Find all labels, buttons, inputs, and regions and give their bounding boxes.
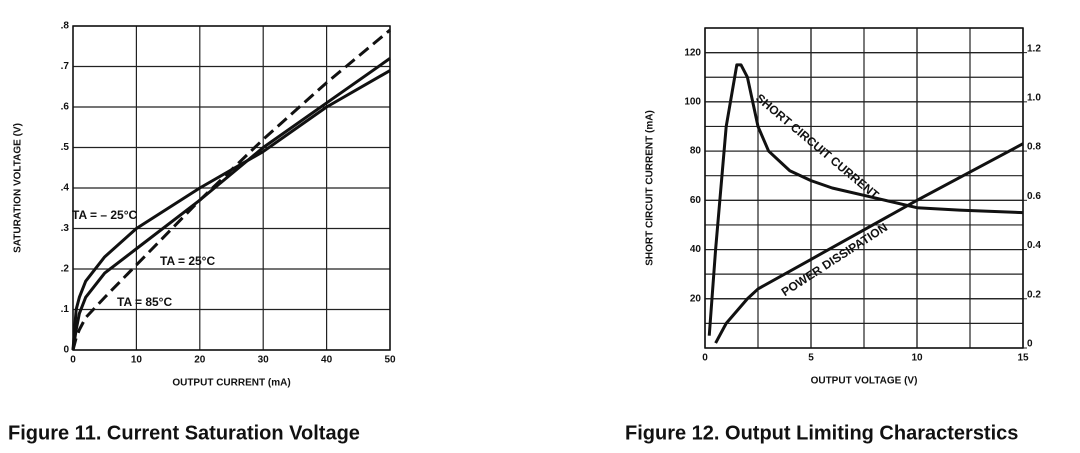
- series-line: [707, 63, 1024, 336]
- x-tick-label: 0: [702, 353, 708, 364]
- y-tick-label: .3: [61, 223, 70, 234]
- y2-tick-label: 0: [1027, 339, 1033, 350]
- y-axis-label: SATURATION VOLTAGE (V): [13, 123, 24, 253]
- y-tick-label: .7: [61, 61, 70, 72]
- y2-tick-label: 0.4: [1027, 240, 1041, 251]
- y-tick-label: 0: [63, 345, 69, 356]
- series-label: SHORT CIRCUIT CURRENT: [753, 91, 882, 202]
- series-label: TA = 85°C: [117, 295, 172, 309]
- x-tick-label: 50: [384, 355, 396, 366]
- x-tick-label: 0: [70, 355, 76, 366]
- x-tick-label: 40: [321, 355, 333, 366]
- y2-tick-label: 0.8: [1027, 142, 1041, 153]
- y2-tick-label: 0.2: [1027, 289, 1041, 300]
- series-line: [71, 28, 391, 351]
- y2-tick-label: 0.6: [1027, 191, 1041, 202]
- plot-frame: [72, 25, 391, 351]
- y-tick-label: 100: [684, 96, 701, 107]
- chart-title: Figure 12. Output Limiting Characterstic…: [625, 422, 1018, 444]
- y-tick-label: 40: [690, 244, 702, 255]
- series-label: TA = – 25°C: [72, 208, 137, 222]
- x-tick-label: 10: [131, 355, 143, 366]
- x-axis-label: OUTPUT VOLTAGE (V): [811, 376, 918, 387]
- y2-tick-label: 1.2: [1027, 43, 1041, 54]
- y-tick-label: .6: [61, 102, 70, 113]
- y-tick-label: .4: [61, 183, 70, 194]
- y-tick-label: .1: [61, 304, 70, 315]
- y-tick-label: .2: [61, 264, 70, 275]
- plot-frame: [704, 27, 1024, 349]
- series-line: [714, 142, 1024, 344]
- y-tick-label: 80: [690, 146, 702, 157]
- series-label: TA = 25°C: [160, 254, 215, 268]
- y-tick-label: .8: [61, 21, 70, 32]
- x-tick-label: 10: [911, 353, 923, 364]
- series-line: [71, 57, 391, 351]
- x-tick-label: 30: [258, 355, 270, 366]
- y-tick-label: .5: [61, 142, 70, 153]
- y2-tick-label: 1.0: [1027, 92, 1041, 103]
- y-tick-label: 20: [690, 293, 702, 304]
- series-line: [71, 69, 391, 351]
- x-axis-label: OUTPUT CURRENT (mA): [172, 378, 290, 389]
- x-tick-label: 15: [1017, 353, 1029, 364]
- y-tick-label: 60: [690, 195, 702, 206]
- y-axis-label: SHORT CIRCUIT CURRENT (mA): [645, 110, 656, 266]
- y-tick-label: 120: [684, 47, 701, 58]
- chart-title: Figure 11. Current Saturation Voltage: [8, 422, 360, 444]
- series-label: POWER DISSIPATION: [779, 220, 890, 299]
- x-tick-label: 5: [808, 353, 814, 364]
- x-tick-label: 20: [194, 355, 206, 366]
